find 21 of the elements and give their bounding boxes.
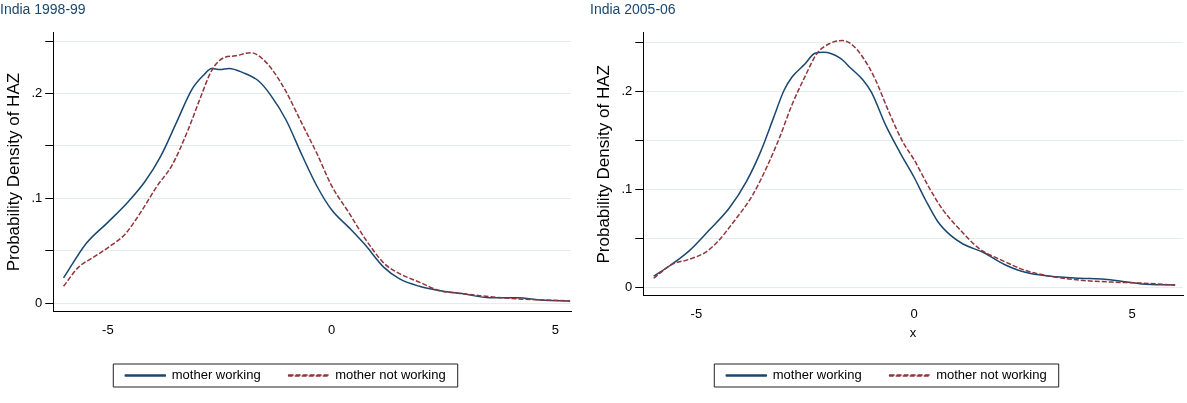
y-tick-label: .1: [621, 180, 633, 196]
chart-title: India 1998-99: [0, 1, 86, 18]
y-tick-label: 0: [35, 294, 43, 310]
legend-label: mother working: [772, 367, 862, 383]
y-axis-title: Probability Density of HAZ: [593, 65, 613, 264]
legend-label: mother not working: [335, 367, 446, 383]
x-tick-label: 0: [327, 321, 336, 337]
y-tick-label: .1: [31, 189, 43, 205]
legend-label: mother working: [171, 367, 261, 383]
chart-title: India 2005-06: [590, 1, 676, 18]
x-tick-label: 5: [551, 321, 559, 337]
y-axis-title: Probability Density of HAZ: [3, 72, 23, 272]
legend-label: mother not working: [936, 367, 1047, 383]
x-tick-label: -5: [690, 306, 703, 322]
x-tick-label: -5: [102, 321, 114, 337]
y-tick-label: 0: [625, 278, 633, 294]
y-tick-label: .2: [31, 85, 43, 101]
y-tick-label: .2: [621, 83, 633, 99]
x-axis-title: x: [909, 324, 917, 340]
x-tick-label: 0: [910, 306, 918, 322]
x-tick-label: 5: [1128, 306, 1136, 322]
